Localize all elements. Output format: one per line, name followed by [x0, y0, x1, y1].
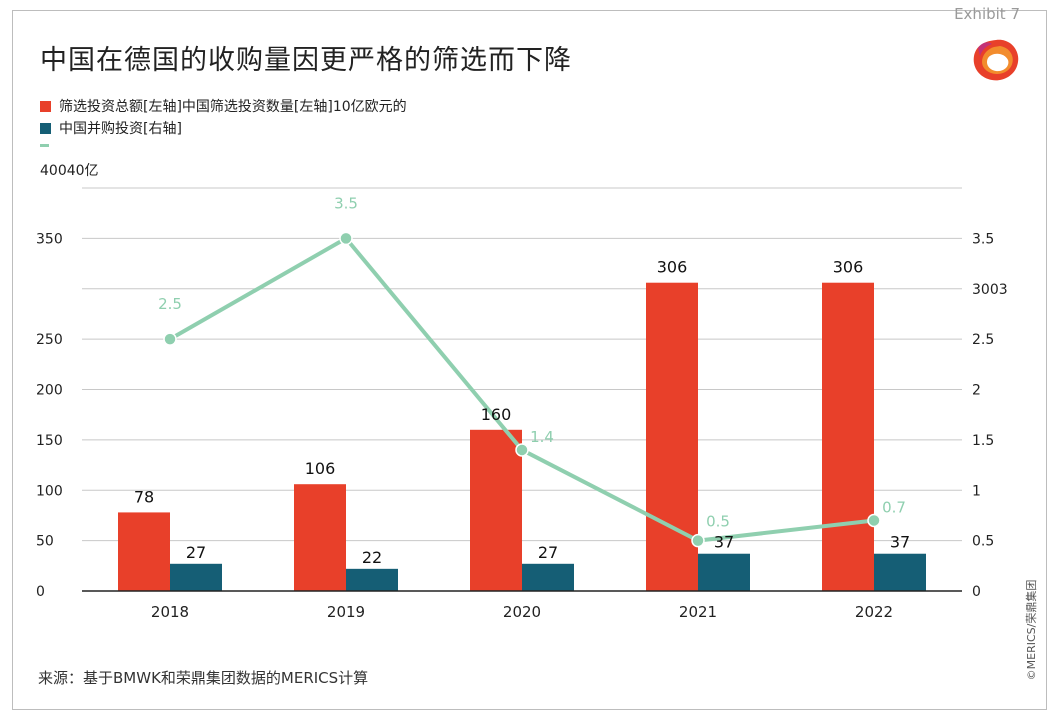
- brand-logo-icon: [973, 39, 1019, 81]
- line-point-2019: [339, 231, 353, 246]
- line-label: 2.5: [158, 295, 182, 313]
- bar-screened-2021: [646, 282, 698, 591]
- bar-label-screened: 306: [833, 258, 864, 277]
- left-tick-label: 250: [36, 332, 63, 348]
- right-tick-label: 0: [972, 584, 981, 600]
- right-tick-label: 2.5: [972, 332, 994, 348]
- chart-title: 中国在德国的收购量因更严格的筛选而下降: [40, 45, 572, 76]
- axis-top-note: 40040亿: [40, 163, 99, 179]
- right-tick-label: 3.5: [972, 231, 994, 247]
- x-tick-label: 2020: [503, 603, 541, 621]
- legend-item-chinese-mna: 中国并购投资[右轴]: [40, 118, 182, 138]
- bar-mna-2019: [346, 568, 398, 591]
- bar-label-mna: 37: [714, 533, 734, 552]
- bar-label-mna: 37: [890, 533, 910, 552]
- bar-mna-2020: [522, 563, 574, 591]
- left-tick-label: 0: [36, 584, 45, 600]
- legend-label: 中国并购投资[右轴]: [59, 121, 182, 137]
- right-tick-label: 0.5: [972, 534, 994, 550]
- right-tick-label: 2: [972, 383, 981, 399]
- bar-label-mna: 27: [186, 543, 206, 562]
- line-label: 0.5: [706, 513, 730, 531]
- x-tick-label: 2019: [327, 603, 365, 621]
- left-tick-label: 100: [36, 483, 63, 499]
- left-tick-label: 50: [36, 534, 54, 550]
- source-note: 来源：基于BMWK和荣鼎集团数据的MERICS计算: [38, 669, 369, 687]
- bar-label-mna: 27: [538, 543, 558, 562]
- line-point-2022: [867, 513, 881, 528]
- copyright-note: ©MERICS/荣鼎集团: [1025, 579, 1038, 681]
- right-tick-label: 1.5: [972, 433, 994, 449]
- legend-item-screened-investment: 筛选投资总额[左轴]中国筛选投资数量[左轴]10亿欧元的: [40, 96, 407, 116]
- legend-label: 筛选投资总额[左轴]中国筛选投资数量[左轴]10亿欧元的: [59, 99, 407, 115]
- line-label: 1.4: [530, 428, 554, 446]
- legend-swatch: [40, 100, 51, 112]
- line-label: 0.7: [882, 498, 906, 516]
- chart-frame: Exhibit 7: [12, 5, 1047, 710]
- right-tick-label: 1: [972, 483, 981, 499]
- bar-label-screened: 160: [481, 405, 512, 424]
- x-tick-label: 2021: [679, 603, 717, 621]
- line-point-2020: [515, 443, 529, 457]
- bar-label-screened: 78: [134, 487, 154, 506]
- bar-screened-2020: [470, 429, 522, 591]
- line-point-2021: [691, 533, 705, 548]
- right-tick-label: 3003: [972, 282, 1008, 298]
- x-tick-label: 2022: [855, 603, 893, 621]
- legend-line-swatch: [40, 144, 49, 147]
- left-tick-label: 150: [36, 433, 63, 449]
- bar-label-mna: 22: [362, 548, 382, 567]
- line-label: 3.5: [334, 194, 358, 212]
- bar-screened-2018: [118, 512, 170, 591]
- left-tick-label: 200: [36, 383, 63, 399]
- legend-swatch: [40, 122, 51, 134]
- bar-screened-2019: [294, 484, 346, 591]
- bar-mna-2018: [170, 563, 222, 591]
- line-point-2018: [163, 332, 177, 346]
- x-tick-label: 2018: [151, 603, 189, 621]
- bar-label-screened: 106: [305, 459, 336, 478]
- exhibit-label: Exhibit 7: [954, 5, 1020, 23]
- left-tick-label: 350: [36, 231, 63, 247]
- bar-screened-2022: [822, 282, 874, 591]
- bar-label-screened: 306: [657, 258, 688, 277]
- bar-mna-2021: [698, 553, 750, 591]
- bar-mna-2022: [874, 553, 926, 591]
